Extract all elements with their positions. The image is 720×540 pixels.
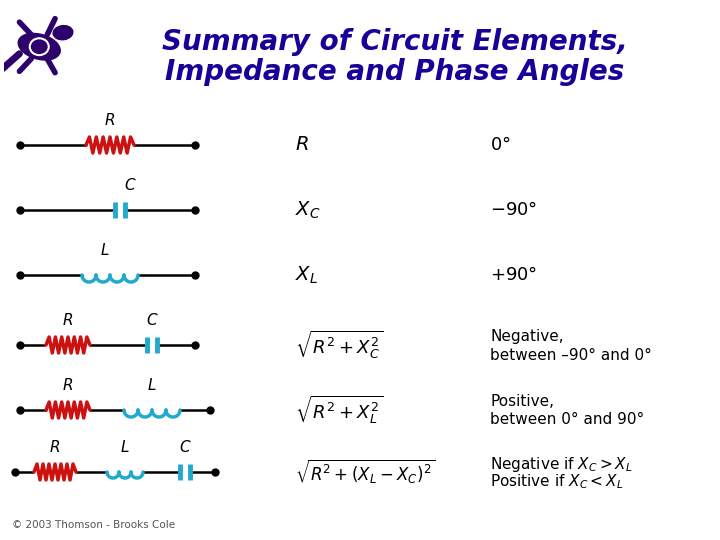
Text: Negative,: Negative, (490, 329, 564, 345)
Text: $C$: $C$ (145, 312, 158, 328)
Text: $-90°$: $-90°$ (490, 201, 537, 219)
Text: $\sqrt{R^2 + X_L^2}$: $\sqrt{R^2 + X_L^2}$ (295, 394, 383, 426)
Text: $+90°$: $+90°$ (490, 266, 537, 284)
Text: $C$: $C$ (179, 439, 192, 455)
Ellipse shape (18, 33, 60, 60)
Text: between –90° and 0°: between –90° and 0° (490, 348, 652, 362)
Text: $0°$: $0°$ (490, 136, 510, 154)
Text: Summary of Circuit Elements,: Summary of Circuit Elements, (162, 28, 628, 56)
Text: $L$: $L$ (100, 242, 109, 258)
Text: Negative if $X_C > X_L$: Negative if $X_C > X_L$ (490, 455, 633, 474)
Text: $R$: $R$ (50, 439, 60, 455)
Text: $X_C$: $X_C$ (295, 199, 320, 221)
Text: $\sqrt{R^2 + (X_L - X_C)^2}$: $\sqrt{R^2 + (X_L - X_C)^2}$ (295, 458, 435, 486)
Text: $\sqrt{R^2 + X_C^2}$: $\sqrt{R^2 + X_C^2}$ (295, 329, 383, 361)
Text: $R$: $R$ (295, 136, 309, 154)
Text: between 0° and 90°: between 0° and 90° (490, 413, 644, 428)
Text: Positive,: Positive, (490, 395, 554, 409)
Text: Impedance and Phase Angles: Impedance and Phase Angles (166, 58, 625, 86)
Text: $L$: $L$ (147, 377, 157, 393)
Text: $R$: $R$ (63, 312, 73, 328)
Ellipse shape (53, 25, 73, 40)
Text: $X_L$: $X_L$ (295, 265, 318, 286)
Text: $L$: $L$ (120, 439, 130, 455)
Text: $R$: $R$ (104, 112, 116, 128)
Text: Positive if $X_C < X_L$: Positive if $X_C < X_L$ (490, 472, 624, 491)
Text: © 2003 Thomson - Brooks Cole: © 2003 Thomson - Brooks Cole (12, 520, 175, 530)
Text: $C$: $C$ (124, 177, 136, 193)
Text: $R$: $R$ (63, 377, 73, 393)
